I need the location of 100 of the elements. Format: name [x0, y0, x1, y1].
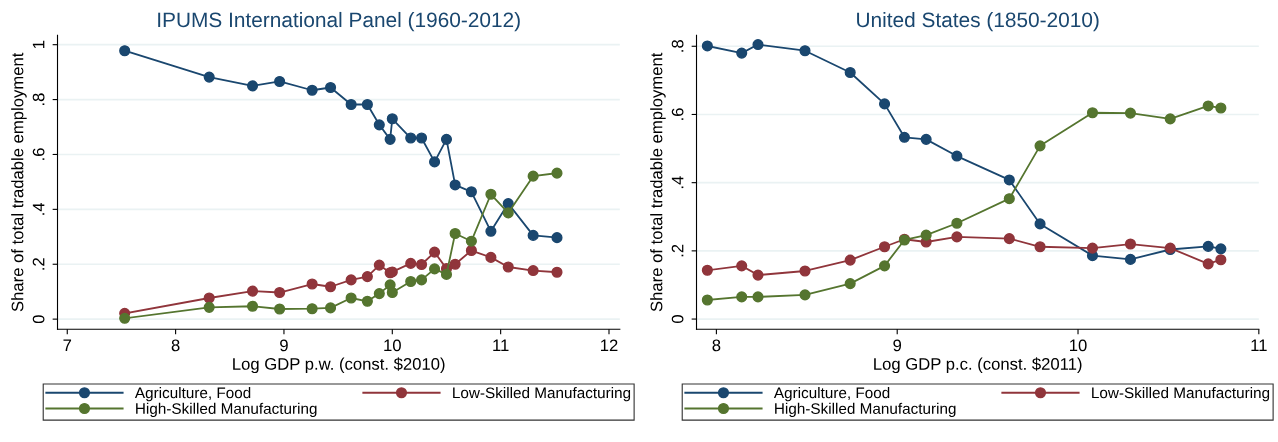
- point: [485, 188, 497, 200]
- point: [429, 246, 441, 258]
- point: [551, 167, 563, 179]
- point: [736, 47, 748, 59]
- point: [844, 66, 856, 79]
- legend-label: Agriculture, Food: [773, 387, 890, 402]
- point: [203, 292, 215, 304]
- point: [449, 227, 461, 240]
- y-tick-label: 0: [671, 315, 684, 324]
- point: [1202, 100, 1214, 112]
- point: [415, 132, 428, 144]
- point: [203, 71, 215, 83]
- x-tick-label: 7: [63, 339, 72, 352]
- point: [1034, 218, 1046, 230]
- point: [1124, 253, 1137, 265]
- point: [274, 75, 286, 88]
- x-tick-label: 8: [712, 339, 721, 352]
- y-tick-label: .6: [671, 108, 684, 120]
- point: [324, 281, 337, 293]
- point: [429, 263, 441, 275]
- point: [386, 113, 398, 125]
- point: [1124, 238, 1137, 250]
- y-tick-label: .6: [32, 148, 45, 160]
- point: [485, 225, 497, 237]
- point: [878, 260, 891, 272]
- point: [878, 241, 891, 253]
- point: [405, 275, 417, 288]
- point: [951, 231, 963, 243]
- point: [1164, 113, 1176, 125]
- point: [246, 285, 259, 297]
- point: [1202, 258, 1214, 270]
- point: [324, 302, 337, 314]
- point: [415, 274, 428, 286]
- point: [527, 170, 539, 182]
- point: [119, 312, 131, 324]
- point: [1003, 233, 1015, 245]
- point: [551, 266, 563, 278]
- point: [373, 288, 385, 300]
- point: [551, 232, 563, 244]
- point: [1215, 102, 1227, 114]
- x-axis-title: Log GDP p.w. (const. $2010): [233, 357, 445, 374]
- point: [361, 271, 373, 283]
- point: [502, 207, 514, 219]
- point: [345, 98, 357, 111]
- point: [1202, 240, 1214, 252]
- y-tick-label: .4: [32, 202, 45, 215]
- point: [701, 40, 713, 52]
- point: [415, 258, 428, 271]
- y-axis-title: Share of total tradable employment: [11, 52, 27, 312]
- x-tick-label: 11: [1251, 339, 1267, 352]
- x-tick-label: 10: [1070, 339, 1087, 352]
- y-tick-label: .8: [32, 93, 45, 106]
- point: [361, 295, 373, 307]
- point: [373, 119, 385, 131]
- y-tick-label: .2: [32, 258, 45, 270]
- point: [119, 45, 131, 57]
- point: [274, 286, 286, 299]
- point: [1034, 241, 1046, 253]
- legend-label: High-Skilled Manufacturing: [136, 402, 317, 418]
- point: [405, 132, 417, 144]
- point: [1034, 140, 1046, 152]
- x-tick-label: 9: [893, 339, 902, 352]
- x-tick-label: 10: [384, 339, 401, 352]
- point: [1086, 107, 1099, 119]
- chart-title: United States (1850-2010): [857, 11, 1099, 32]
- point: [306, 303, 318, 315]
- point: [1003, 174, 1015, 186]
- point: [752, 269, 764, 281]
- point: [306, 278, 318, 290]
- point: [465, 235, 477, 247]
- point: [701, 264, 713, 276]
- point: [465, 186, 477, 198]
- point: [485, 251, 497, 263]
- y-axis-title: Share of total tradable employment: [650, 52, 666, 312]
- point: [1215, 254, 1227, 266]
- point: [384, 133, 396, 145]
- legend-label: Low-Skilled Manufacturing: [1092, 387, 1270, 402]
- legend-label: Low-Skilled Manufacturing: [453, 387, 631, 402]
- point: [898, 131, 910, 143]
- point: [449, 179, 461, 191]
- point: [736, 291, 748, 303]
- point: [440, 268, 453, 280]
- point: [844, 254, 856, 266]
- point: [345, 292, 357, 304]
- point: [1215, 243, 1227, 255]
- point: [752, 291, 764, 303]
- y-tick-label: .4: [671, 176, 684, 189]
- point: [799, 45, 811, 57]
- y-tick-label: 0: [32, 315, 45, 324]
- point: [920, 133, 932, 145]
- point: [306, 84, 318, 96]
- x-tick-label: 12: [601, 339, 618, 352]
- point: [449, 258, 461, 270]
- point: [246, 80, 259, 92]
- point: [878, 98, 891, 110]
- point: [951, 217, 963, 229]
- point: [1003, 193, 1015, 205]
- x-axis-title: Log GDP p.c. (const. $2011): [874, 357, 1082, 374]
- point: [844, 278, 856, 290]
- point: [274, 303, 286, 315]
